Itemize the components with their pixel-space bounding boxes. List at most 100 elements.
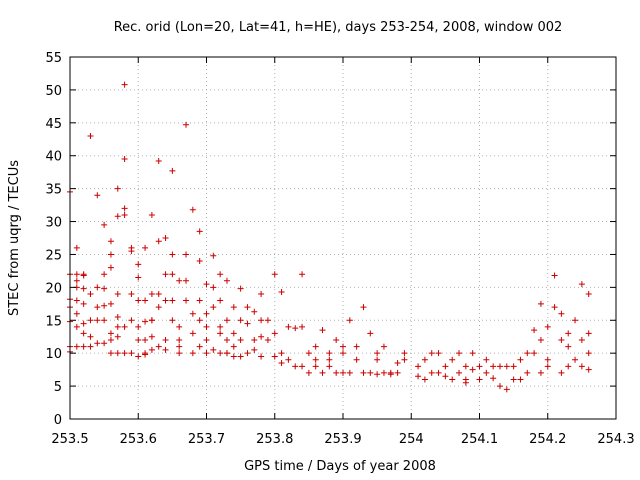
data-point [114,350,121,357]
data-point [517,376,524,383]
data-point [155,304,162,311]
data-point [558,310,565,317]
data-point [101,302,108,309]
data-point [537,337,544,344]
data-point [148,346,155,353]
data-point [94,192,101,199]
data-point [578,363,585,370]
data-point [476,376,483,383]
data-point [128,317,135,324]
data-point [578,337,585,344]
data-point [435,369,442,376]
data-point [544,323,551,330]
data-point [114,185,121,192]
data-point [380,369,387,376]
data-point [203,337,210,344]
data-point [401,356,408,363]
data-point [114,323,121,330]
y-tick-label: 15 [45,314,62,329]
x-tick-label: 254.3 [597,432,634,447]
y-tick-label: 30 [45,216,62,231]
data-point [271,271,278,278]
data-point [169,297,176,304]
data-point [490,363,497,370]
data-point [189,310,196,317]
data-point [135,337,142,344]
data-point [155,238,162,245]
data-point [210,346,217,353]
data-point [585,350,592,357]
data-point [73,343,80,350]
data-point [340,350,346,357]
data-point [189,206,196,213]
data-point [183,297,190,304]
data-point [107,251,114,258]
x-tick-label: 254.2 [529,432,566,447]
data-point [73,244,80,251]
data-point [107,264,114,271]
data-point [312,343,319,350]
data-point [162,337,169,344]
data-point [176,350,183,357]
data-point [107,330,114,337]
data-point [544,356,551,363]
data-point [271,330,278,337]
data-point [565,343,572,350]
data-point [107,300,114,307]
data-point [428,350,435,357]
data-point [531,350,538,357]
data-point [135,297,142,304]
y-tick-label: 40 [45,150,62,165]
data-point [107,350,114,357]
data-point [394,369,401,376]
data-point [285,356,292,363]
data-point [230,304,237,311]
data-point [128,290,135,297]
data-point [544,363,551,370]
chart-title: Rec. orid (Lon=20, Lat=41, h=HE), days 2… [114,20,563,35]
axis-ticks [69,56,617,420]
data-point [196,297,203,304]
data-point [449,376,456,383]
data-point [223,317,230,324]
data-point [278,360,285,367]
data-point [483,369,490,376]
data-point [456,369,463,376]
data-point [285,323,292,330]
data-point [121,81,128,88]
data-point [258,333,265,340]
data-point [196,343,203,350]
data-point [87,317,94,324]
data-point [312,363,319,370]
data-point [80,271,87,278]
data-point [176,337,183,344]
data-point [428,369,435,376]
data-point [374,356,381,363]
data-point [121,211,128,218]
data-point [94,317,101,324]
x-tick-labels: 253.5 253.6 253.7 253.8 253.9 254 254.1 254.2 25… [51,432,634,447]
data-point [340,369,346,376]
data-point [189,330,196,337]
data-point [176,343,183,350]
data-point [183,277,190,284]
data-point [517,356,524,363]
data-point [312,356,319,363]
data-point [421,356,428,363]
data-point [142,297,149,304]
data-point [326,363,333,370]
data-point [360,369,367,376]
data-point [572,356,579,363]
data-point [189,350,196,357]
data-point [114,313,121,320]
data-point [73,323,80,330]
data-point [415,373,422,380]
data-point [169,271,176,278]
data-point [278,350,285,357]
data-point [87,132,94,139]
data-point [155,343,162,350]
data-point [585,290,592,297]
data-point [299,363,306,370]
data-point [496,363,503,370]
data-point [223,277,230,284]
